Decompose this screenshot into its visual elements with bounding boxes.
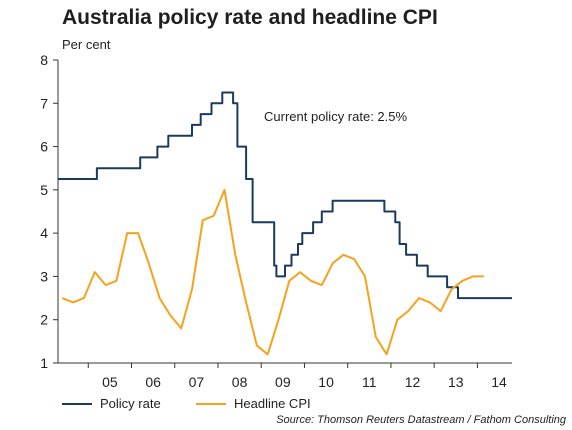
x-tick-label: 10 [318,374,334,390]
legend-swatch-policy-rate [62,402,92,405]
y-axis-unit-label: Per cent [62,37,111,52]
current-rate-annotation: Current policy rate: 2.5% [264,109,408,124]
series-line-headline-cpi [61,188,484,356]
legend-swatch-headline-cpi [196,402,226,405]
x-tick-label: 13 [448,374,464,390]
x-tick-label: 06 [145,374,161,390]
x-tick-label: 14 [491,374,507,390]
y-tick-label: 7 [40,95,48,111]
y-tick-label: 5 [40,182,48,198]
y-tick-label: 8 [40,52,48,68]
legend-label-policy-rate: Policy rate [100,396,161,411]
y-tick-label: 2 [40,312,48,328]
source-note: Source: Thomson Reuters Datastream / Fat… [276,414,566,426]
chart-series [58,91,512,356]
x-tick-label: 05 [102,374,118,390]
legend-item-policy-rate: Policy rate [62,396,161,411]
legend-item-headline-cpi: Headline CPI [196,396,311,411]
chart-title: Australia policy rate and headline CPI [62,6,438,29]
y-tick-label: 3 [40,268,48,284]
x-tick-label: 09 [275,374,291,390]
legend-label-headline-cpi: Headline CPI [234,396,311,411]
x-tick-label: 11 [362,374,377,390]
y-tick-label: 6 [40,139,48,155]
x-tick-label: 12 [405,374,421,390]
y-tick-label: 1 [40,355,48,371]
x-tick-label: 07 [189,374,205,390]
y-tick-label: 4 [40,225,48,241]
series-line-policy-rate [58,91,512,300]
x-tick-label: 08 [232,374,248,390]
